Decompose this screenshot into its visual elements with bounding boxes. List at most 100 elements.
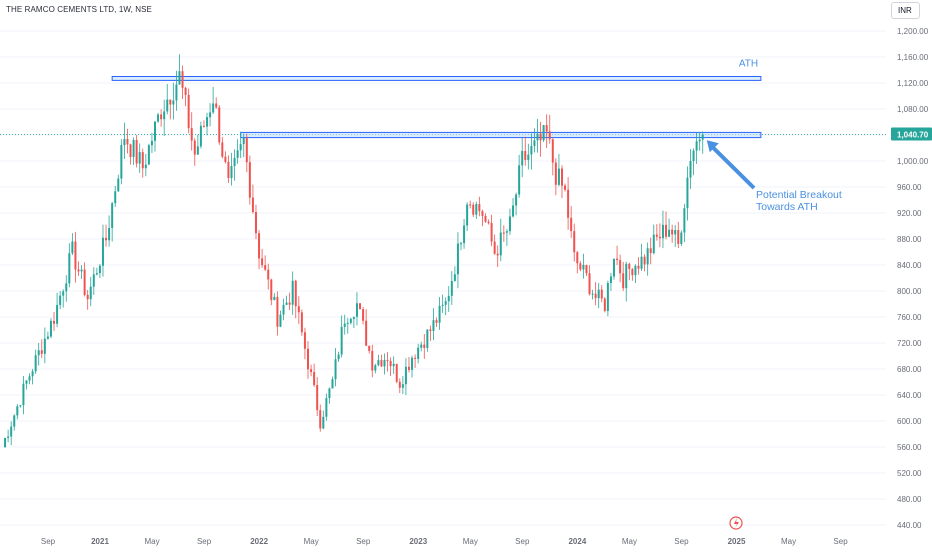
candle xyxy=(224,151,227,164)
candle xyxy=(698,132,701,151)
candle xyxy=(40,339,43,359)
candle xyxy=(560,165,563,199)
candle xyxy=(368,345,371,354)
candle-body xyxy=(469,204,472,206)
candle xyxy=(34,349,37,374)
candle xyxy=(120,139,123,185)
candle xyxy=(267,263,270,290)
candle xyxy=(576,250,579,274)
candle-body xyxy=(83,269,86,295)
candle-body xyxy=(221,142,224,157)
candle xyxy=(132,137,135,166)
candle-body xyxy=(117,178,120,192)
candle xyxy=(518,154,521,198)
candle-body xyxy=(374,365,377,371)
candle xyxy=(606,280,609,317)
candle-body xyxy=(248,162,251,198)
candle-body xyxy=(407,366,410,370)
candle xyxy=(242,133,245,158)
y-tick-label: 760.00 xyxy=(897,313,922,322)
zone-label-ath: ATH xyxy=(739,59,758,70)
candle xyxy=(297,296,300,324)
candle xyxy=(398,378,401,394)
candle xyxy=(138,143,141,173)
candle xyxy=(536,118,539,153)
candle-body xyxy=(634,265,637,276)
candle xyxy=(619,254,622,283)
candle xyxy=(383,353,386,375)
y-tick-label: 1,160.00 xyxy=(897,53,929,62)
candle-body xyxy=(423,344,426,348)
y-tick-label: 840.00 xyxy=(897,261,922,270)
candle-body xyxy=(524,150,527,160)
candle-body xyxy=(677,229,680,244)
candle-body xyxy=(92,274,95,287)
candle-body xyxy=(444,301,447,305)
candle xyxy=(371,344,374,378)
candle-body xyxy=(496,253,499,256)
candle xyxy=(564,183,567,192)
event-flag-icon[interactable] xyxy=(729,516,743,530)
candle-body xyxy=(199,125,202,147)
y-axis[interactable]: 440.00 480.00 520.00 560.00 600.00 640.00 680.… xyxy=(891,27,932,530)
candle xyxy=(658,223,661,248)
candle xyxy=(59,291,62,310)
candle-body xyxy=(310,369,313,373)
candle-body xyxy=(187,94,190,129)
candle xyxy=(671,224,674,243)
candle xyxy=(202,120,205,128)
candle-body xyxy=(291,280,294,305)
candle-body xyxy=(307,348,309,370)
candle xyxy=(325,393,328,421)
candle-body xyxy=(567,189,570,218)
candle xyxy=(258,230,261,270)
candle xyxy=(25,380,28,390)
candle xyxy=(628,262,631,281)
candle-body xyxy=(533,140,536,146)
candle-body xyxy=(95,273,98,275)
candle-body xyxy=(193,140,196,155)
candle-body xyxy=(135,140,138,164)
candle xyxy=(444,297,447,316)
candle xyxy=(533,128,536,153)
candle-body xyxy=(355,303,358,317)
candle xyxy=(453,266,456,282)
candle xyxy=(245,133,248,173)
candle xyxy=(123,122,126,159)
candle xyxy=(190,112,193,151)
y-tick-label: 640.00 xyxy=(897,391,922,400)
candle-body xyxy=(86,294,89,300)
candle xyxy=(319,404,322,432)
candle xyxy=(432,308,435,341)
candle-body xyxy=(499,232,502,256)
candle xyxy=(582,253,585,279)
candle xyxy=(411,355,414,378)
last-price-tag xyxy=(891,127,932,141)
candle xyxy=(157,112,160,123)
x-axis[interactable]: Sep 2021 May Sep 2022 May Sep 2023 May Sep 2024 May… xyxy=(41,516,848,546)
candle-body xyxy=(429,329,432,331)
candle-body xyxy=(551,139,554,163)
x-tick-label: 2025 xyxy=(728,537,746,546)
candle-body xyxy=(404,366,407,385)
candle-body xyxy=(4,437,7,448)
candle xyxy=(512,198,515,218)
candle xyxy=(135,135,138,168)
candle-body xyxy=(613,258,615,277)
candle-body xyxy=(37,350,40,356)
candle xyxy=(4,437,7,448)
candle xyxy=(508,208,511,235)
candle-body xyxy=(181,71,184,88)
candle-body xyxy=(475,204,478,215)
candle xyxy=(613,258,615,280)
candle-body xyxy=(202,125,205,127)
currency-button[interactable]: INR xyxy=(891,2,920,19)
candle xyxy=(19,404,22,408)
candle-body xyxy=(233,157,236,167)
candle-body xyxy=(411,357,414,370)
candle xyxy=(616,245,619,265)
candle xyxy=(209,103,212,127)
candle-body xyxy=(331,379,334,389)
